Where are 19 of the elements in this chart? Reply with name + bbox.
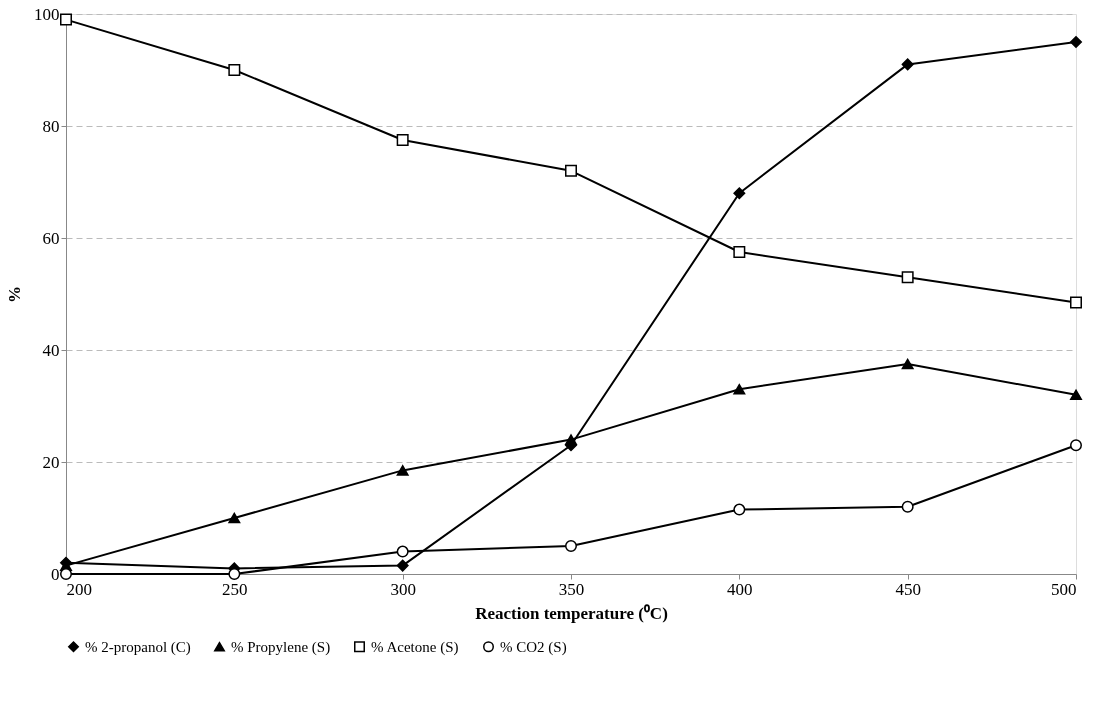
x-tick-label: 500 [1051,579,1077,599]
x-tick-label: 450 [895,579,921,599]
x-tick-label: 350 [558,579,585,599]
x-tick-label: 400 [727,579,753,599]
y-tick-label: 60 [42,228,60,248]
legend-label: % CO2 (S) [500,638,567,656]
x-tick-label: 300 [390,579,416,599]
y-axis-title: % [5,286,24,303]
y-tick-label: 40 [42,340,60,360]
y-tick-label: 100 [34,4,60,24]
x-tick-label: 200 [66,579,92,599]
legend-label: % Acetone (S) [371,638,459,656]
legend-label: % 2-propanol (C) [85,638,191,656]
y-tick-label: 0 [51,564,60,584]
y-tick-label: 80 [42,116,60,136]
x-axis-title: Reaction temperature (⁰C) [475,603,668,623]
y-tick-label: 20 [42,452,60,472]
legend-label: % Propylene (S) [231,638,331,656]
x-tick-label: 250 [222,579,248,599]
